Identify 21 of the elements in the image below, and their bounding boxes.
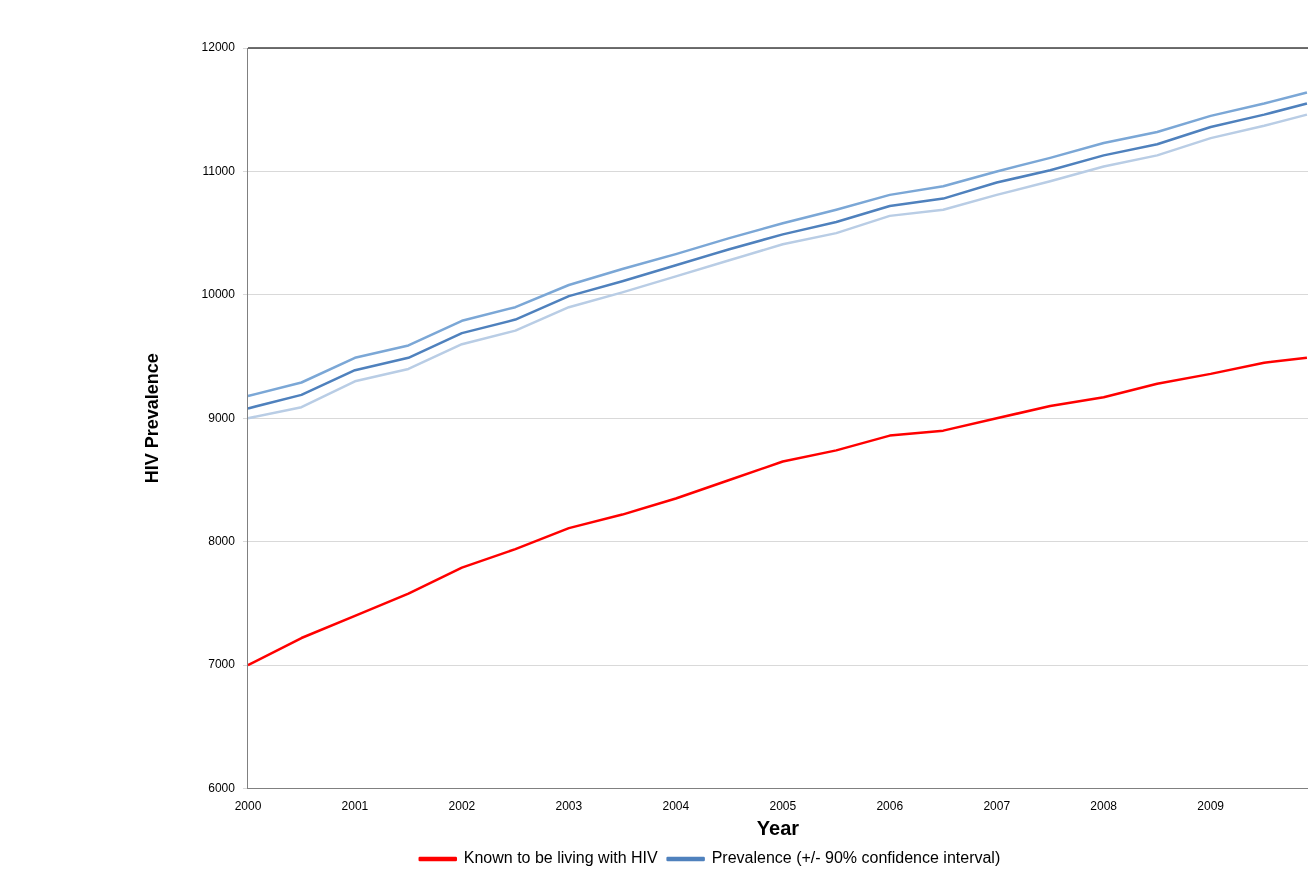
x-tick-label: 2004 xyxy=(662,799,690,814)
x-tick-label: 2001 xyxy=(341,799,369,814)
x-tick-label: 2000 xyxy=(234,799,262,814)
y-tick-label: 9000 xyxy=(208,410,236,425)
x-tick-label: 2008 xyxy=(1090,799,1118,814)
y-tick-label: 12000 xyxy=(201,40,236,55)
x-tick-label: 2002 xyxy=(448,799,476,814)
x-tick-label: 2007 xyxy=(983,799,1011,814)
legend-label: Prevalence (+/- 90% confidence interval) xyxy=(711,849,1001,867)
y-tick-label: 10000 xyxy=(201,287,236,302)
legend-label: Known to be living with HIV xyxy=(463,849,658,867)
x-tick-label: 2006 xyxy=(876,799,904,814)
x-tick-label: 2009 xyxy=(1197,799,1225,814)
y-tick-label: 6000 xyxy=(208,780,236,795)
y-tick-label: 8000 xyxy=(208,534,236,549)
x-tick-label: 2005 xyxy=(769,799,797,814)
y-tick-label: 11000 xyxy=(202,163,236,178)
y-tick-label: 7000 xyxy=(208,657,236,672)
x-tick-label: 2003 xyxy=(555,799,583,814)
y-axis-title: HIV Prevalence xyxy=(141,353,162,484)
x-axis-title: Year xyxy=(756,816,800,839)
